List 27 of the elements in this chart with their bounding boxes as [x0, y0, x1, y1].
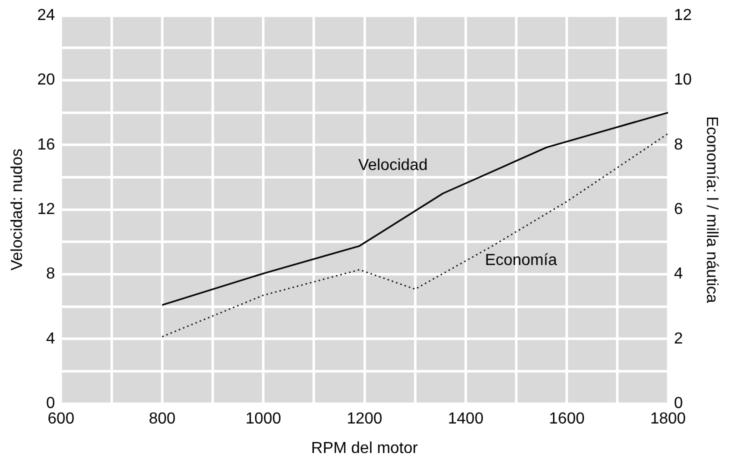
x-tick-label: 1200 — [346, 410, 382, 428]
x-axis-title: RPM del motor — [311, 440, 419, 457]
y-tick-label: 4 — [46, 330, 56, 348]
y-tick-label: 16 — [37, 136, 56, 154]
x-tick-label: 1800 — [650, 410, 686, 428]
x-tick-label: 1000 — [246, 410, 282, 428]
y2-tick-label: 0 — [674, 395, 684, 412]
x-tick-label: 1400 — [448, 410, 484, 428]
y2-tick-label: 12 — [674, 7, 692, 24]
y-tick-label: 12 — [37, 201, 56, 218]
y-tick-label: 20 — [37, 72, 56, 89]
y2-axis-title: Economía: l / milla náutica — [702, 116, 720, 304]
y2-tick-label: 10 — [674, 72, 692, 89]
y2-tick-label: 4 — [674, 266, 684, 283]
x-tick-label: 600 — [48, 410, 74, 428]
y2-tick-label: 2 — [674, 330, 684, 348]
y2-tick-label: 8 — [674, 136, 684, 154]
x-tick-label: 800 — [148, 410, 176, 428]
y-tick-label: 0 — [46, 395, 56, 412]
y-tick-label: 24 — [37, 7, 56, 24]
series-label: Economía — [484, 252, 558, 270]
y-axis-title: Velocidad: nudos — [9, 148, 26, 271]
series-label: Velocidad — [358, 156, 428, 174]
y2-tick-label: 6 — [674, 201, 684, 218]
x-tick-label: 1600 — [549, 410, 585, 428]
y-tick-label: 8 — [46, 266, 56, 283]
line-series — [162, 132, 668, 338]
